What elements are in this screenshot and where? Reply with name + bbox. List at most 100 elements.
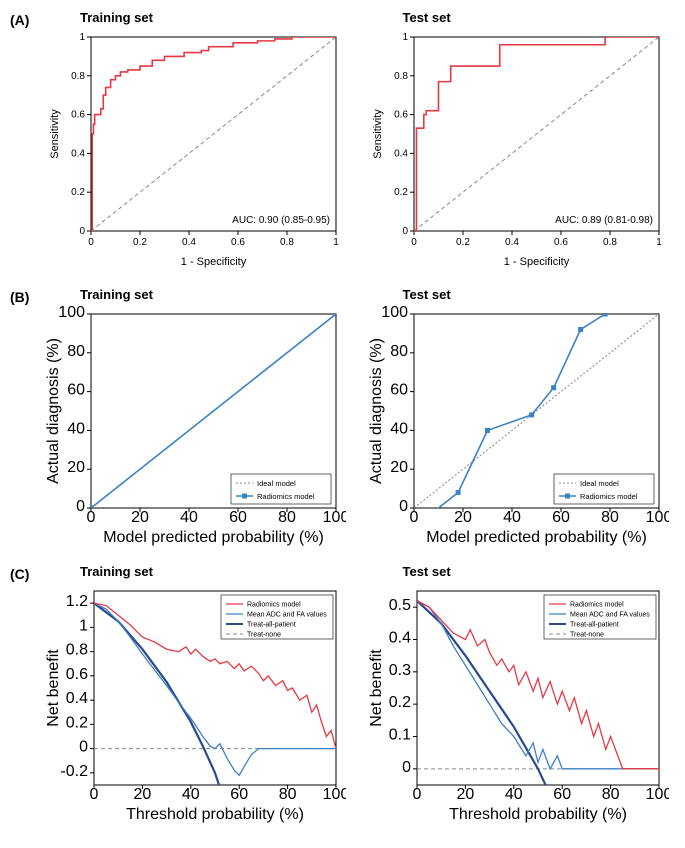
svg-text:0.4: 0.4 (389, 630, 411, 647)
svg-text:Ideal model: Ideal model (257, 479, 296, 488)
svg-text:20: 20 (456, 786, 474, 803)
panel-b-right: Test set 020406080100020406080100Model p… (363, 287, 676, 546)
svg-text:0: 0 (411, 237, 417, 248)
svg-text:0: 0 (80, 226, 86, 237)
svg-text:80: 80 (278, 509, 296, 526)
svg-text:100: 100 (645, 509, 668, 526)
svg-text:0.2: 0.2 (389, 694, 411, 711)
panel-a-right: Test set 00.20.40.60.8100.20.40.60.811 -… (363, 10, 676, 269)
svg-text:40: 40 (505, 786, 523, 803)
svg-text:40: 40 (503, 509, 521, 526)
row-label-c: (C) (10, 564, 30, 823)
svg-text:100: 100 (645, 786, 668, 803)
svg-text:0.8: 0.8 (71, 71, 85, 82)
row-label-a: (A) (10, 10, 30, 269)
svg-text:0.6: 0.6 (66, 666, 88, 683)
svg-text:40: 40 (182, 786, 200, 803)
dca-chart-test: 02040608010000.10.20.30.40.5Threshold pr… (369, 583, 669, 823)
svg-text:0: 0 (402, 759, 411, 776)
svg-text:0.2: 0.2 (133, 237, 147, 248)
svg-text:1.2: 1.2 (66, 593, 88, 610)
svg-text:0.8: 0.8 (280, 237, 294, 248)
svg-text:80: 80 (601, 509, 619, 526)
svg-text:0.4: 0.4 (66, 690, 88, 707)
svg-text:Actual diagnosis (%): Actual diagnosis (%) (369, 338, 385, 484)
svg-text:1: 1 (402, 32, 408, 43)
svg-text:0: 0 (76, 498, 85, 515)
svg-text:Net benefit: Net benefit (46, 649, 62, 727)
svg-text:Mean ADC and FA values: Mean ADC and FA values (570, 612, 650, 619)
svg-text:Radiomics model: Radiomics model (570, 602, 624, 609)
svg-text:60: 60 (390, 382, 408, 399)
svg-text:AUC: 0.89 (0.81-0.98): AUC: 0.89 (0.81-0.98) (555, 215, 653, 226)
row-label-b: (B) (10, 287, 30, 546)
roc-chart-test: 00.20.40.60.8100.20.40.60.811 - Specific… (369, 29, 669, 269)
svg-text:100: 100 (323, 786, 346, 803)
svg-text:0.6: 0.6 (71, 110, 85, 121)
svg-text:80: 80 (67, 343, 85, 360)
panel-title: Test set (403, 564, 451, 579)
svg-text:0: 0 (87, 509, 96, 526)
svg-text:40: 40 (390, 420, 408, 437)
svg-text:80: 80 (279, 786, 297, 803)
svg-text:0.4: 0.4 (182, 237, 196, 248)
panel-a-left: Training set 00.20.40.60.8100.20.40.60.8… (40, 10, 353, 269)
svg-text:0.2: 0.2 (456, 237, 470, 248)
svg-text:1: 1 (333, 237, 339, 248)
svg-text:Threshold probability (%): Threshold probability (%) (449, 806, 627, 823)
svg-text:20: 20 (454, 509, 472, 526)
svg-text:20: 20 (390, 459, 408, 476)
svg-text:0.2: 0.2 (66, 714, 88, 731)
figure-grid: (A) Training set 0 0.2 0.4 0.6 0.8 1 0 0.2 0.4 0.… (10, 10, 675, 823)
svg-text:Model predicted probability (%: Model predicted probability (%) (426, 529, 647, 546)
svg-text:0.1: 0.1 (389, 727, 411, 744)
svg-text:80: 80 (601, 786, 619, 803)
svg-text:40: 40 (180, 509, 198, 526)
svg-text:0: 0 (409, 509, 418, 526)
svg-text:0.2: 0.2 (71, 187, 85, 198)
svg-text:1 - Specificity: 1 - Specificity (181, 256, 247, 268)
svg-text:60: 60 (229, 509, 247, 526)
svg-text:0.3: 0.3 (389, 662, 411, 679)
svg-text:1: 1 (79, 617, 88, 634)
svg-text:60: 60 (552, 509, 570, 526)
svg-text:0: 0 (399, 498, 408, 515)
svg-text:Model predicted probability (%: Model predicted probability (%) (103, 529, 324, 546)
svg-text:0: 0 (402, 226, 408, 237)
panel-title: Training set (80, 287, 153, 302)
svg-text:40: 40 (67, 420, 85, 437)
calibration-chart-training: 020406080100020406080100Model predicted … (46, 306, 346, 546)
panel-b-left: Training set 020406080100020406080100Mod… (40, 287, 353, 546)
svg-text:0.2: 0.2 (394, 187, 408, 198)
svg-text:0: 0 (79, 739, 88, 756)
svg-text:0.6: 0.6 (394, 110, 408, 121)
svg-text:0.8: 0.8 (603, 237, 617, 248)
svg-text:0.8: 0.8 (394, 71, 408, 82)
svg-text:1: 1 (656, 237, 662, 248)
svg-text:100: 100 (59, 306, 86, 321)
svg-text:Actual diagnosis (%): Actual diagnosis (%) (46, 338, 62, 484)
roc-chart-training: 00.20.40.60.8100.20.40.60.811 - Specific… (46, 29, 346, 269)
svg-text:100: 100 (381, 306, 408, 321)
svg-text:AUC: 0.90 (0.85-0.95): AUC: 0.90 (0.85-0.95) (232, 215, 330, 226)
calibration-chart-test: 0 20 40 60 80 100 0 20 40 60 80 100 Model predicted … (369, 306, 669, 546)
svg-text:0.4: 0.4 (505, 237, 519, 248)
svg-text:Radiomics model: Radiomics model (247, 602, 301, 609)
svg-text:-0.2: -0.2 (61, 763, 89, 780)
svg-text:0: 0 (412, 786, 421, 803)
panel-title: Test set (403, 10, 451, 25)
svg-text:20: 20 (134, 786, 152, 803)
svg-text:Treat-none: Treat-none (247, 632, 281, 639)
panel-title: Training set (80, 564, 153, 579)
svg-text:Net benefit: Net benefit (369, 649, 385, 727)
dca-chart-training: 020406080100-0.200.20.40.60.811.2Thresho… (46, 583, 346, 823)
svg-text:0.6: 0.6 (554, 237, 568, 248)
panel-c-left: Training set 020406080100-0.200.20.40.60… (40, 564, 353, 823)
svg-text:0.8: 0.8 (66, 642, 88, 659)
svg-text:Radiomics model: Radiomics model (580, 492, 638, 501)
svg-text:0.6: 0.6 (231, 237, 245, 248)
svg-text:Mean ADC and FA values: Mean ADC and FA values (247, 612, 327, 619)
panel-c-right: Test set 02040608010000.10.20.30.40.5Thr… (363, 564, 676, 823)
svg-text:80: 80 (390, 343, 408, 360)
svg-text:60: 60 (553, 786, 571, 803)
